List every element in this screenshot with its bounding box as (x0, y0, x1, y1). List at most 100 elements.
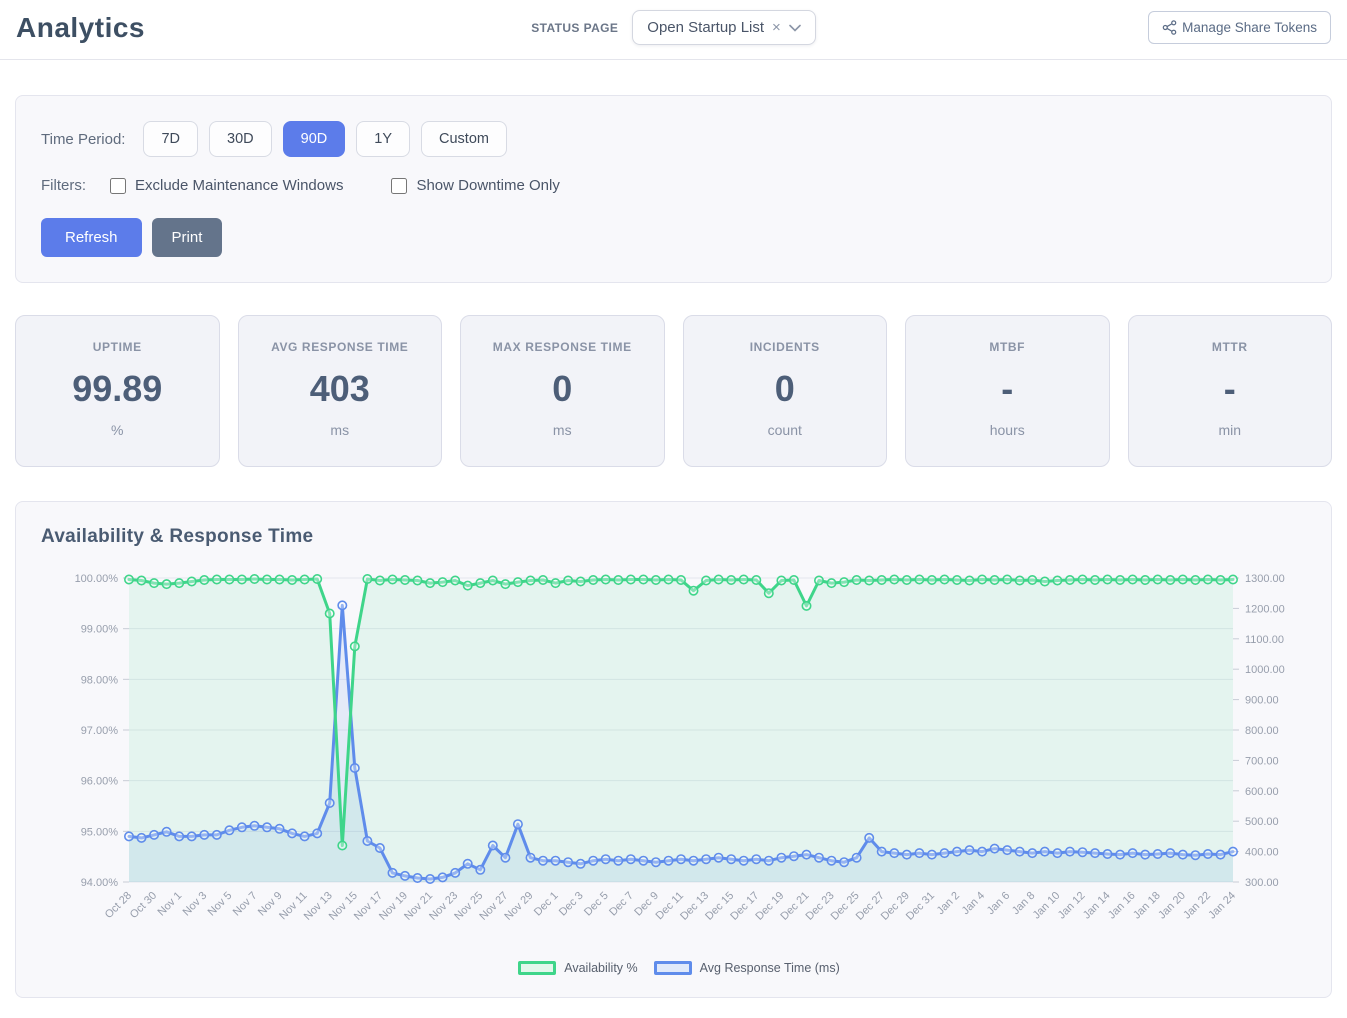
svg-text:99.00%: 99.00% (81, 624, 119, 636)
period-button-1y[interactable]: 1Y (356, 121, 410, 157)
response-time-swatch-icon (653, 961, 692, 975)
show-downtime-checkbox-wrap[interactable]: Show Downtime Only (391, 177, 560, 194)
chart-panel: Availability & Response Time 94.00% 95.00… (15, 501, 1332, 998)
chart-title: Availability & Response Time (41, 526, 314, 547)
svg-text:Jan 6: Jan 6 (985, 890, 1013, 918)
svg-text:Nov 3: Nov 3 (181, 890, 210, 919)
stat-label: MTBF (989, 340, 1026, 354)
svg-text:Nov 29: Nov 29 (502, 890, 535, 923)
svg-text:Nov 7: Nov 7 (231, 890, 260, 919)
chevron-down-icon (788, 24, 801, 32)
filters-label: Filters: (41, 177, 86, 194)
chart-legend: Availability % Avg Response Time (ms) (41, 961, 1317, 981)
stat-unit: ms (330, 422, 350, 438)
svg-text:600.00: 600.00 (1245, 786, 1279, 798)
stat-label: MTTR (1211, 340, 1248, 354)
page-title: Analytics (16, 11, 145, 43)
svg-text:1100.00: 1100.00 (1245, 634, 1284, 646)
svg-text:400.00: 400.00 (1245, 847, 1279, 859)
stat-value: - (1223, 368, 1236, 409)
time-period-label: Time Period: (41, 130, 126, 148)
exclude-maintenance-label: Exclude Maintenance Windows (135, 177, 344, 194)
svg-text:500.00: 500.00 (1245, 816, 1279, 828)
time-period-group: 7D 30D 90D 1Y Custom (143, 121, 507, 157)
svg-text:900.00: 900.00 (1245, 695, 1279, 707)
svg-text:96.00%: 96.00% (81, 776, 119, 788)
share-icon (1162, 20, 1177, 35)
legend-label: Avg Response Time (ms) (699, 961, 840, 975)
exclude-maintenance-checkbox-wrap[interactable]: Exclude Maintenance Windows (110, 177, 343, 194)
svg-text:Dec 3: Dec 3 (557, 890, 586, 919)
clear-selection-icon[interactable]: × (772, 19, 781, 36)
stat-value: 99.89 (72, 368, 163, 409)
stat-label: MAX RESPONSE TIME (492, 340, 632, 354)
svg-text:94.00%: 94.00% (81, 877, 119, 889)
stat-unit: min (1218, 422, 1242, 438)
exclude-maintenance-checkbox[interactable] (110, 177, 126, 194)
svg-text:300.00: 300.00 (1245, 877, 1279, 889)
svg-text:800.00: 800.00 (1245, 725, 1279, 737)
status-page-selected-value: Open Startup List (647, 19, 765, 36)
svg-text:Dec 31: Dec 31 (904, 890, 937, 923)
stat-card-mttr: MTTR - min (1127, 315, 1332, 467)
svg-text:Jan 22: Jan 22 (1181, 890, 1213, 922)
stat-value: 403 (309, 368, 370, 409)
refresh-button[interactable]: Refresh (41, 218, 142, 257)
stat-label: UPTIME (92, 340, 142, 354)
stat-card-incidents: INCIDENTS 0 count (682, 315, 887, 467)
show-downtime-label: Show Downtime Only (416, 177, 560, 194)
svg-text:1300.00: 1300.00 (1245, 573, 1285, 585)
stat-card-max-response: MAX RESPONSE TIME 0 ms (460, 315, 665, 467)
svg-text:Jan 18: Jan 18 (1131, 890, 1163, 922)
svg-text:Jan 14: Jan 14 (1081, 890, 1113, 922)
svg-text:1000.00: 1000.00 (1245, 664, 1285, 676)
show-downtime-checkbox[interactable] (391, 177, 408, 194)
svg-text:98.00%: 98.00% (81, 674, 119, 686)
svg-text:Dec 7: Dec 7 (607, 890, 636, 919)
svg-text:Nov 5: Nov 5 (206, 890, 235, 919)
svg-text:700.00: 700.00 (1245, 755, 1279, 767)
availability-swatch-icon (518, 961, 557, 975)
stat-card-uptime: UPTIME 99.89 % (15, 315, 220, 467)
availability-response-chart[interactable]: 94.00% 95.00% 96.00% 97.00% 98.00% 99.00% 100.… (41, 562, 1331, 954)
stat-label: INCIDENTS (749, 340, 820, 354)
period-button-7d[interactable]: 7D (143, 121, 199, 157)
stat-value: - (1001, 368, 1014, 409)
svg-text:1200.00: 1200.00 (1245, 603, 1285, 615)
svg-text:Jan 2: Jan 2 (935, 890, 963, 918)
svg-text:Dec 5: Dec 5 (582, 890, 611, 919)
legend-item-response-time[interactable]: Avg Response Time (ms) (653, 961, 840, 975)
period-button-30d[interactable]: 30D (209, 121, 272, 157)
manage-share-tokens-button[interactable]: Manage Share Tokens (1148, 11, 1332, 44)
status-page-select[interactable]: Open Startup List × (632, 10, 816, 45)
svg-text:Jan 16: Jan 16 (1106, 890, 1138, 922)
svg-text:97.00%: 97.00% (81, 725, 119, 737)
stat-card-mtbf: MTBF - hours (905, 315, 1110, 467)
svg-text:95.00%: 95.00% (81, 826, 119, 838)
stat-label: AVG RESPONSE TIME (271, 340, 409, 354)
manage-share-tokens-label: Manage Share Tokens (1182, 20, 1318, 35)
period-button-90d[interactable]: 90D (282, 121, 346, 157)
svg-text:Jan 4: Jan 4 (960, 890, 988, 918)
stat-value: 0 (774, 368, 795, 409)
svg-text:Dec 1: Dec 1 (532, 890, 561, 919)
legend-item-availability[interactable]: Availability % (518, 961, 638, 975)
svg-text:Nov 1: Nov 1 (155, 890, 184, 919)
period-button-custom[interactable]: Custom (421, 121, 507, 157)
stat-value: 0 (552, 368, 573, 409)
svg-text:Jan 20: Jan 20 (1156, 890, 1188, 922)
stat-unit: % (111, 422, 124, 438)
stat-card-avg-response: AVG RESPONSE TIME 403 ms (237, 315, 442, 467)
stat-unit: ms (552, 422, 572, 438)
stat-unit: hours (989, 422, 1025, 438)
svg-text:Jan 24: Jan 24 (1206, 890, 1238, 922)
stats-row: UPTIME 99.89 % AVG RESPONSE TIME 403 ms … (15, 315, 1332, 467)
print-button[interactable]: Print (151, 218, 223, 257)
svg-text:Jan 12: Jan 12 (1056, 890, 1088, 922)
svg-text:Oct 30: Oct 30 (128, 890, 159, 921)
filter-panel: Time Period: 7D 30D 90D 1Y Custom Filter… (15, 95, 1332, 283)
stat-unit: count (767, 422, 802, 438)
svg-text:Jan 10: Jan 10 (1031, 890, 1063, 922)
app-header: Analytics STATUS PAGE Open Startup List … (0, 0, 1347, 60)
status-page-label: STATUS PAGE (531, 20, 619, 35)
